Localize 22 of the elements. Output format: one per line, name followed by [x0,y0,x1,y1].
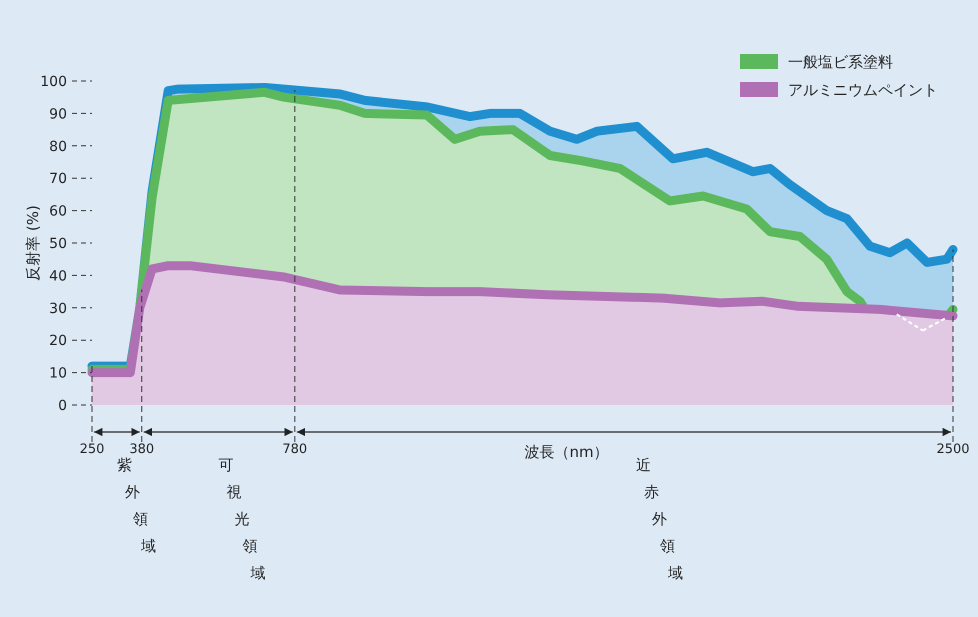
y-tick-label: 50 [49,236,67,252]
text: 可視光領域 [218,456,266,582]
y-axis-title: 反射率 (%) [24,205,42,281]
y-tick-label: 100 [40,74,67,90]
y-tick-label: 60 [49,204,67,220]
y-tick-label: 0 [58,398,67,414]
y-tick-label: 70 [49,171,67,188]
y-tick-label: 40 [49,268,67,284]
x-axis-title: 波長（nm） [524,443,609,461]
y-tick-label: 90 [49,106,67,122]
x-tick-label: 780 [282,442,308,457]
x-tick-label: 2500 [936,442,970,457]
y-tick-label: 10 [49,366,67,382]
legend-label: 一般塩ビ系塗料 [788,53,893,71]
x-tick-label: 250 [80,442,104,457]
y-tick-label: 20 [49,333,67,350]
legend-label: アルミニウムペイント [788,81,938,99]
y-tick-label: 80 [49,138,67,155]
text: 近赤外領域 [636,456,683,582]
y-tick-label: 30 [49,300,67,317]
x-tick-label: 380 [129,442,154,457]
text: 紫外領域 [116,456,156,555]
